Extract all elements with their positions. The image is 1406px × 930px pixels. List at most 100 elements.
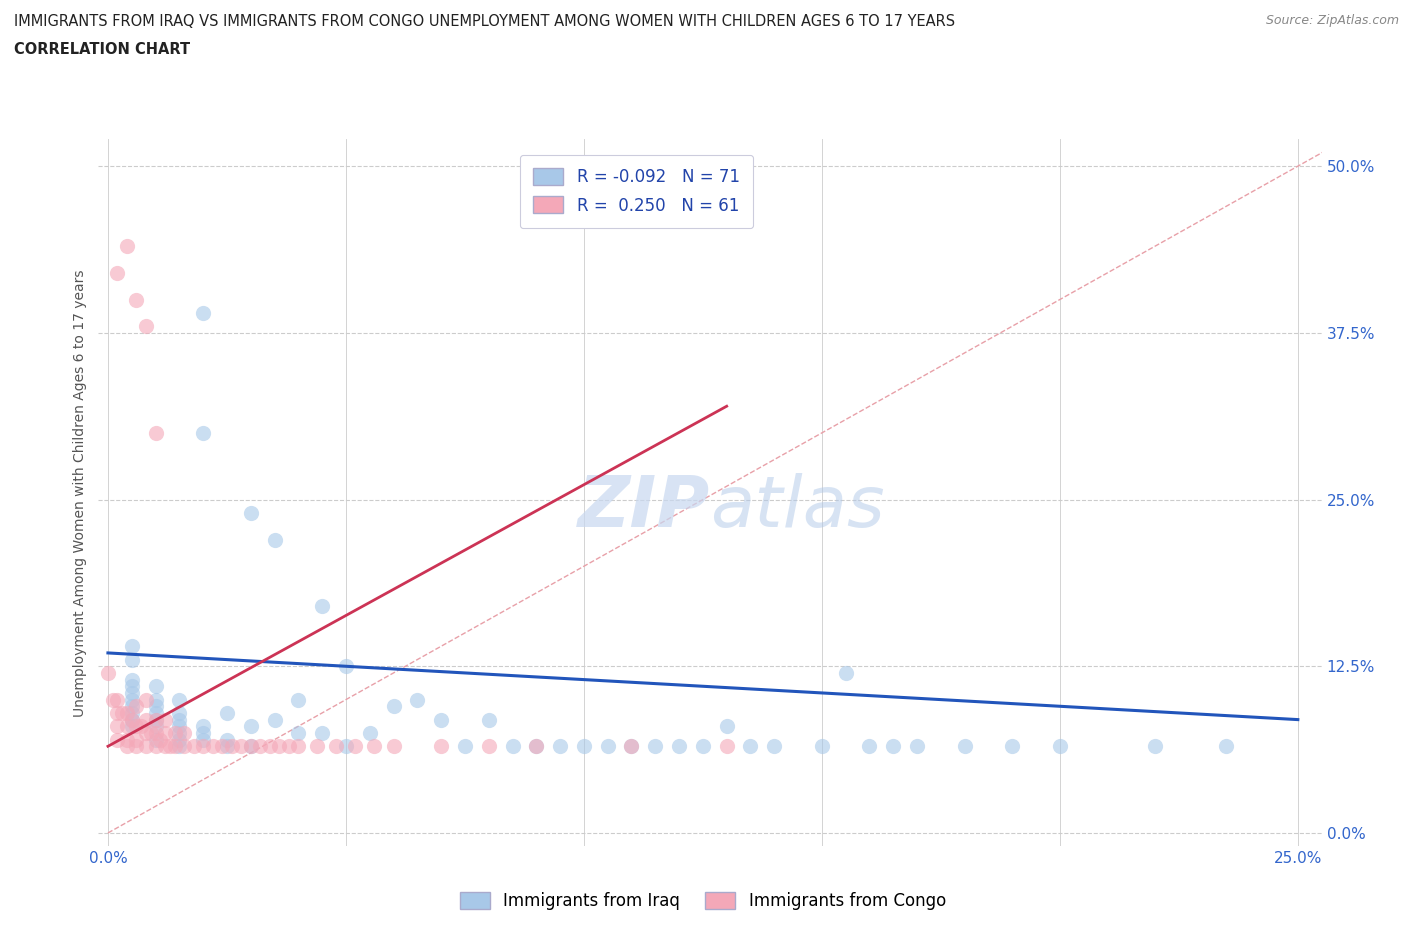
Point [191,719,214,734]
Point [905,738,928,753]
Point [620,738,643,753]
Point [239,719,262,734]
Point [121,706,143,721]
Point [201,738,224,753]
Point [191,732,214,747]
Point [169,719,191,734]
Point [259,738,281,753]
Point [153,738,176,753]
Point [211,738,233,753]
Point [191,725,214,740]
Point [121,685,143,700]
Point [834,666,856,681]
Point [524,738,547,753]
Text: ZIP: ZIP [578,472,710,541]
Point [145,719,167,734]
Point [221,738,243,753]
Point [1049,738,1071,753]
Point [145,712,167,727]
Point [159,738,181,753]
Text: Source: ZipAtlas.com: Source: ZipAtlas.com [1265,14,1399,27]
Point [121,679,143,694]
Point [716,738,738,753]
Point [277,738,299,753]
Point [121,698,143,713]
Point [335,658,357,673]
Point [121,639,143,654]
Point [145,706,167,721]
Point [153,725,176,740]
Text: CORRELATION CHART: CORRELATION CHART [14,42,190,57]
Point [215,706,238,721]
Point [121,712,143,727]
Point [239,738,262,753]
Point [107,692,129,707]
Point [153,712,176,727]
Point [97,666,120,681]
Point [139,725,162,740]
Legend: R = -0.092   N = 71, R =  0.250   N = 61: R = -0.092 N = 71, R = 0.250 N = 61 [520,155,754,228]
Point [163,725,186,740]
Point [121,719,143,734]
Point [169,706,191,721]
Point [1144,738,1167,753]
Point [115,738,138,753]
Point [344,738,367,753]
Point [145,692,167,707]
Point [169,692,191,707]
Point [478,738,501,753]
Point [183,738,205,753]
Point [145,679,167,694]
Point [115,732,138,747]
Point [548,738,571,753]
Point [107,706,129,721]
Point [115,706,138,721]
Point [382,698,405,713]
Point [121,672,143,687]
Point [858,738,880,753]
Point [145,732,167,747]
Point [145,698,167,713]
Point [249,738,271,753]
Point [524,738,547,753]
Point [263,532,285,547]
Point [135,692,157,707]
Point [287,725,309,740]
Point [1215,738,1237,753]
Point [107,265,129,280]
Point [740,738,762,753]
Point [430,712,453,727]
Point [1001,738,1024,753]
Point [335,738,357,753]
Point [107,732,129,747]
Point [145,712,167,727]
Point [173,738,195,753]
Point [502,738,524,753]
Point [135,319,157,334]
Point [572,738,595,753]
Point [716,719,738,734]
Point [121,712,143,727]
Point [692,738,714,753]
Point [145,738,167,753]
Point [125,732,148,747]
Point [191,425,214,440]
Point [620,738,643,753]
Point [239,738,262,753]
Point [239,506,262,521]
Text: atlas: atlas [710,472,884,541]
Point [145,425,167,440]
Point [129,719,152,734]
Point [215,738,238,753]
Point [430,738,453,753]
Point [359,725,381,740]
Point [135,738,157,753]
Point [135,725,157,740]
Point [644,738,666,753]
Point [121,692,143,707]
Point [263,712,285,727]
Point [231,738,253,753]
Point [287,738,309,753]
Point [107,719,129,734]
Point [191,305,214,320]
